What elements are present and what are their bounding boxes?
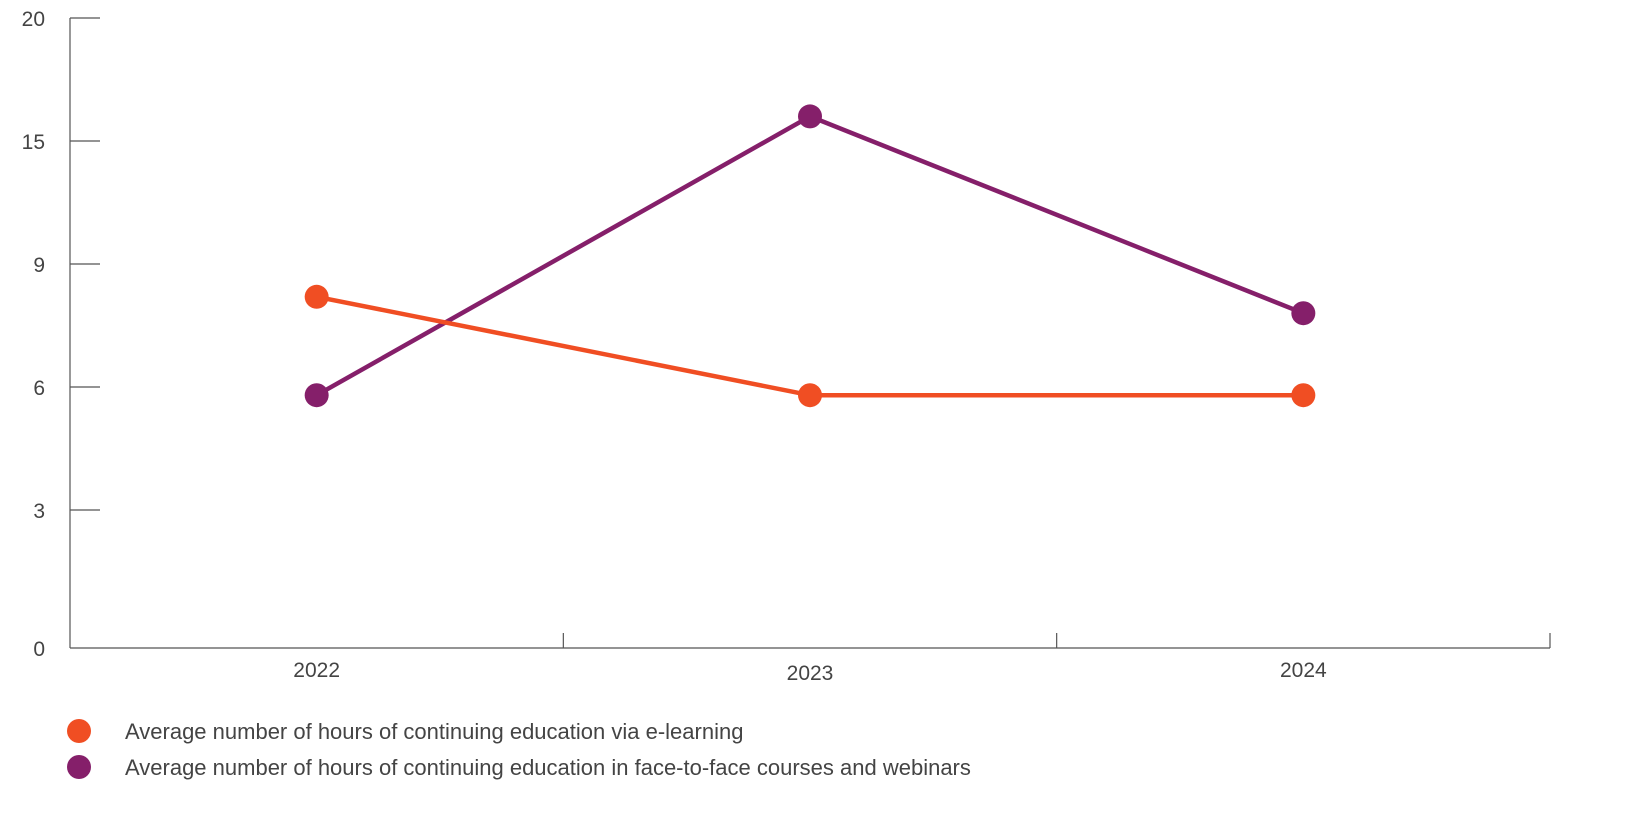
legend-swatch — [67, 755, 91, 779]
data-point — [1291, 383, 1316, 408]
legend-label: Average number of hours of continuing ed… — [125, 755, 971, 780]
data-point — [304, 284, 329, 309]
series-lines — [315, 114, 1305, 398]
y-tick-label: 20 — [22, 8, 45, 31]
y-tick-label: 15 — [22, 131, 45, 154]
y-tick-label: 0 — [33, 638, 45, 661]
y-tick-label: 6 — [33, 377, 45, 400]
chart-axes: 0 3 6 9 15 20 2022 2023 2024 — [22, 8, 1551, 685]
data-point — [798, 383, 822, 408]
legend-swatch — [67, 719, 91, 743]
legend-label: Average number of hours of continuing ed… — [125, 719, 743, 744]
y-tick-label: 9 — [33, 254, 45, 277]
x-tick-label: 2022 — [293, 659, 340, 682]
data-point — [304, 383, 329, 408]
series-points — [304, 104, 1316, 408]
x-tick-label: 2023 — [787, 662, 834, 685]
x-tick-label: 2024 — [1280, 659, 1327, 682]
y-tick-label: 3 — [33, 500, 45, 523]
series-line — [315, 114, 1305, 398]
chart-legend: Average number of hours of continuing ed… — [67, 719, 971, 780]
data-point — [1291, 301, 1316, 326]
data-point — [798, 104, 822, 129]
